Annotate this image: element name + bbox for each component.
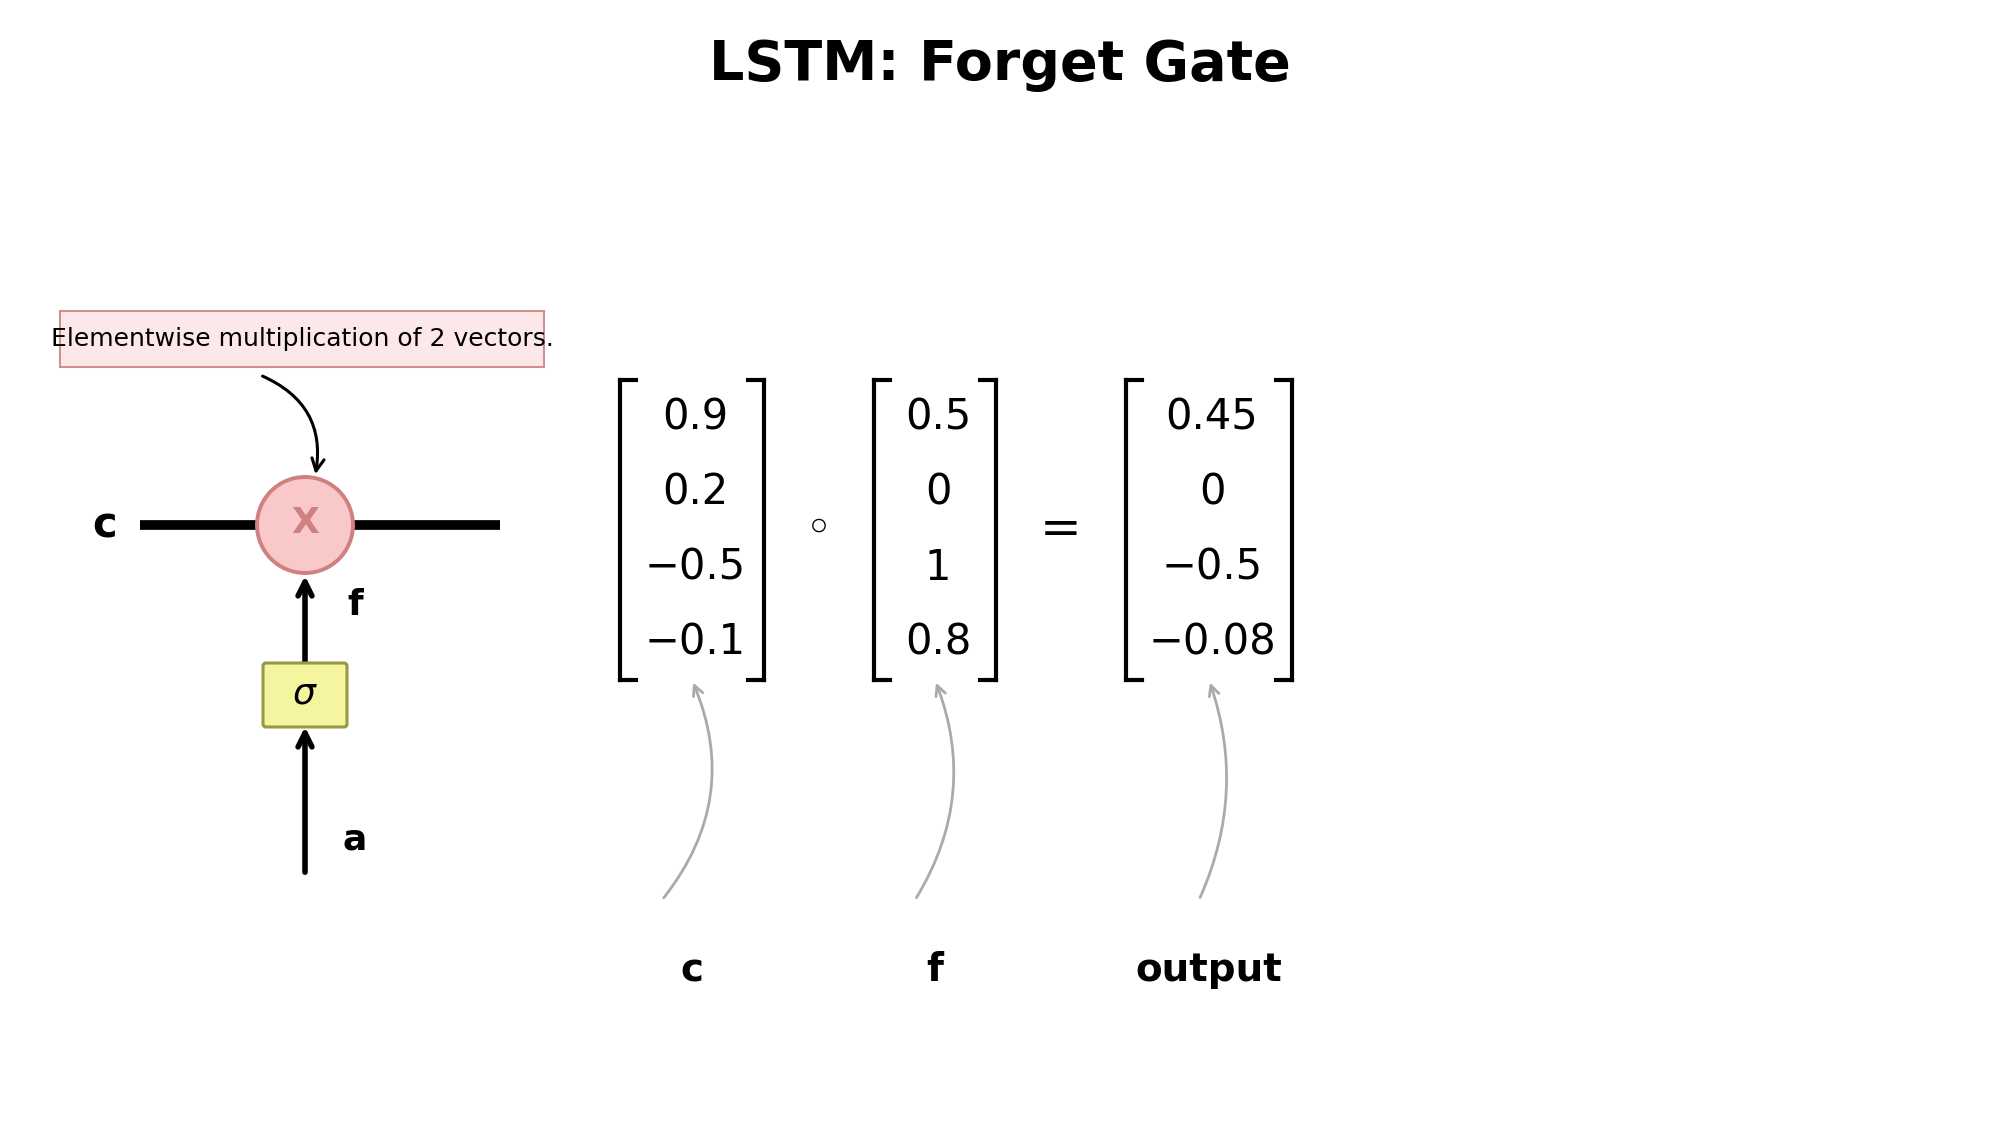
- Text: a: a: [344, 824, 368, 857]
- FancyBboxPatch shape: [60, 310, 544, 367]
- Text: output: output: [1136, 951, 1282, 989]
- Text: f: f: [926, 951, 944, 989]
- Text: 1: 1: [924, 547, 952, 588]
- Text: f: f: [348, 588, 362, 622]
- Text: 0.8: 0.8: [904, 621, 972, 664]
- Circle shape: [256, 477, 352, 573]
- Text: 0: 0: [924, 471, 952, 513]
- Text: −0.1: −0.1: [644, 621, 746, 664]
- Text: −0.5: −0.5: [1162, 547, 1262, 588]
- Text: $\sigma$: $\sigma$: [292, 676, 318, 710]
- Text: 0.45: 0.45: [1166, 396, 1258, 439]
- Text: −0.08: −0.08: [1148, 621, 1276, 664]
- Text: X: X: [292, 506, 318, 540]
- Text: 0: 0: [1198, 471, 1226, 513]
- Text: 0.5: 0.5: [904, 396, 972, 439]
- Text: =: =: [1040, 506, 1082, 554]
- Text: LSTM: Forget Gate: LSTM: Forget Gate: [710, 38, 1290, 92]
- Text: 0.2: 0.2: [662, 471, 728, 513]
- Text: −0.5: −0.5: [644, 547, 746, 588]
- Text: Elementwise multiplication of 2 vectors.: Elementwise multiplication of 2 vectors.: [50, 327, 554, 351]
- Text: c: c: [680, 951, 704, 989]
- Text: ◦: ◦: [806, 507, 832, 552]
- FancyBboxPatch shape: [264, 663, 348, 727]
- Text: c: c: [92, 504, 118, 546]
- Text: 0.9: 0.9: [662, 396, 728, 439]
